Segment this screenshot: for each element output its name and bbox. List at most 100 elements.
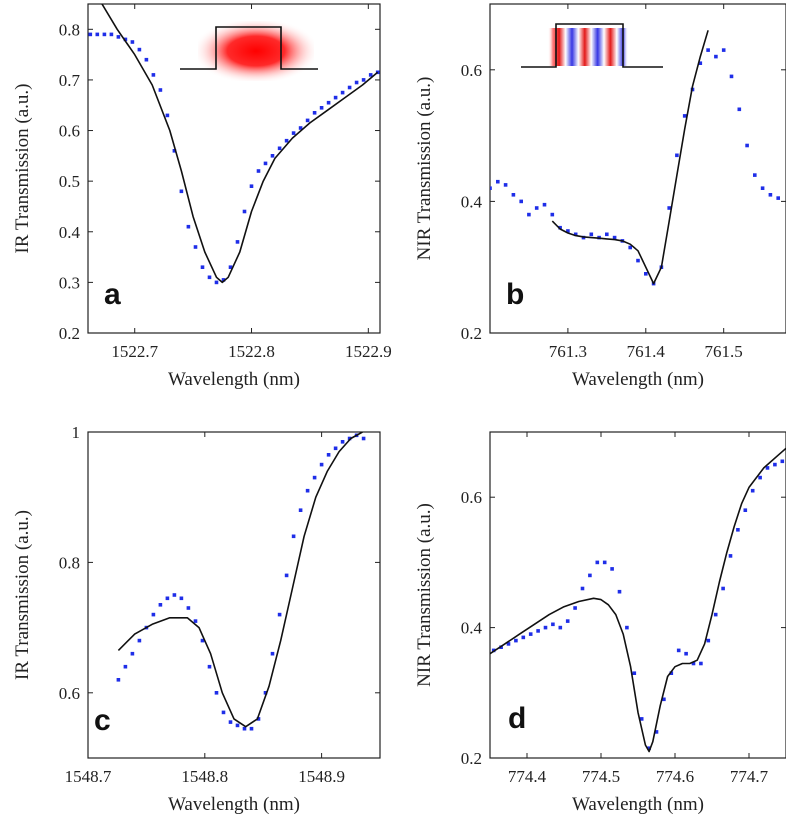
fit-curve: [490, 447, 786, 753]
panel-a: 1522.7 1522.8 1522.9 0.2 0.3 0.4 0.5 0.6 0.7 0.8 W…: [12, 3, 392, 390]
data-point: [667, 206, 671, 210]
data-point: [662, 697, 666, 702]
data-point: [625, 625, 629, 630]
data-point: [102, 32, 107, 37]
data-point: [291, 534, 296, 539]
x-tick-label: 1522.9: [345, 342, 392, 361]
data-point: [543, 625, 548, 630]
data-point: [228, 720, 233, 724]
data-point: [589, 232, 594, 237]
data-point: [312, 475, 317, 480]
data-point: [636, 258, 640, 263]
data-point: [165, 113, 170, 118]
data-point: [617, 589, 622, 594]
data-point: [551, 622, 555, 627]
data-point: [654, 730, 659, 734]
y-tick-label: 0.6: [461, 61, 482, 80]
data-point: [193, 619, 198, 623]
y-tick-label: 0.3: [59, 273, 80, 292]
data-point: [684, 651, 688, 656]
data-point: [743, 508, 748, 512]
data-point: [644, 272, 648, 276]
x-tick-label: 774.7: [730, 767, 769, 786]
data-point: [305, 118, 310, 123]
x-tick-label: 1548.9: [298, 767, 345, 786]
x-tick-label: 761.3: [549, 342, 587, 361]
data-point: [588, 573, 592, 578]
x-tick-label: 761.5: [705, 342, 743, 361]
data-point: [558, 225, 562, 230]
data-point: [340, 90, 345, 95]
x-tick-label: 1548.7: [65, 767, 112, 786]
data-point: [758, 475, 762, 480]
y-tick-label: 0.2: [461, 324, 482, 343]
data-point: [632, 671, 637, 675]
panel-b: 761.3 761.4 761.5 0.2 0.4 0.6 Wavelength (nm) N…: [414, 3, 786, 390]
data-point: [200, 638, 205, 643]
x-axis-label: Wavelength (nm): [168, 794, 300, 815]
data-point: [347, 436, 352, 441]
data-point: [550, 212, 555, 217]
x-axis-label: Wavelength (nm): [572, 369, 704, 390]
plot-frame: [87, 431, 381, 759]
x-tick-label: 774.4: [508, 767, 547, 786]
data-point: [214, 280, 219, 285]
data-point: [116, 678, 121, 682]
x-tick-label: 1522.8: [228, 342, 275, 361]
data-point: [776, 196, 780, 200]
x-tick-label: 774.6: [656, 767, 694, 786]
data-point: [361, 78, 366, 82]
y-tick-label: 0.5: [59, 172, 80, 191]
series-group: [88, 4, 380, 285]
plot-frame: [489, 431, 786, 759]
data-point: [207, 275, 212, 280]
data-point: [514, 638, 518, 643]
data-point: [165, 596, 170, 601]
data-point: [179, 596, 184, 601]
y-tick-label: 0.8: [59, 20, 80, 39]
data-point: [750, 488, 755, 493]
y-tick-label: 0.8: [59, 553, 80, 572]
data-point: [235, 240, 240, 244]
data-point: [144, 57, 149, 62]
data-point: [745, 143, 749, 148]
inset-mode-stripes: [548, 28, 628, 66]
data-point: [319, 462, 324, 467]
y-tick-label: 0.4: [59, 223, 81, 242]
series-group: [490, 447, 786, 753]
data-point: [765, 466, 770, 470]
data-point: [698, 61, 703, 65]
data-point: [354, 80, 359, 85]
panel-letter: a: [104, 278, 121, 311]
data-point: [490, 186, 492, 190]
data-point: [521, 635, 526, 640]
inset-red-mode-icon: [180, 21, 318, 81]
y-axis-label: NIR Transmission (a.u.): [414, 503, 435, 687]
panel-letter: d: [508, 702, 526, 735]
plot-frame: [87, 3, 381, 334]
data-point: [580, 586, 585, 591]
data-point: [256, 169, 261, 173]
data-point: [137, 47, 142, 52]
data-point: [151, 612, 156, 617]
data-point: [595, 560, 600, 565]
data-point: [519, 199, 523, 204]
data-point: [721, 586, 725, 591]
data-point: [573, 606, 577, 610]
y-tick-label: 0.4: [461, 619, 483, 638]
data-point: [527, 212, 531, 217]
inset-red-blue-mode-icon: [521, 23, 663, 68]
y-tick-label: 0.2: [461, 749, 482, 768]
data-point: [773, 462, 777, 467]
data-point: [249, 184, 254, 188]
data-point: [503, 183, 508, 187]
data-point: [130, 40, 135, 44]
data-point: [669, 671, 674, 675]
y-axis-label: IR Transmission (a.u.): [12, 510, 33, 680]
x-tick-label: 761.4: [627, 342, 666, 361]
data-point: [298, 508, 303, 512]
data-point: [319, 106, 324, 110]
y-tick-label: 0.2: [59, 324, 80, 343]
data-point: [713, 612, 718, 617]
x-axis-label: Wavelength (nm): [572, 794, 704, 815]
